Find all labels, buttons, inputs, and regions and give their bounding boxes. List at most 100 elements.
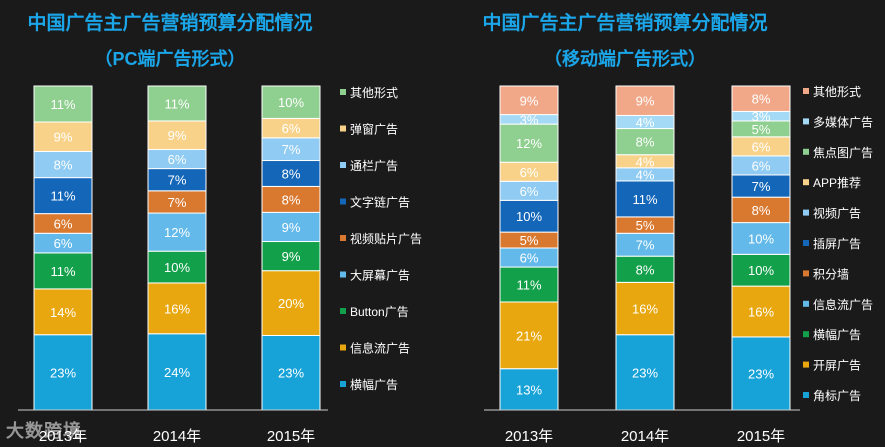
mobile-bar-segment xyxy=(615,85,675,116)
mobile-legend-swatch xyxy=(803,240,809,246)
mobile-bar-segment xyxy=(731,336,791,411)
mobile-data-label: 21% xyxy=(516,328,542,343)
mobile-bar-segment xyxy=(615,128,675,156)
pc-bar-segment xyxy=(261,270,321,336)
mobile-data-label: 6% xyxy=(752,139,771,154)
mobile-bar-segment xyxy=(731,222,791,255)
mobile-data-label: 6% xyxy=(752,158,771,173)
pc-bar-segment xyxy=(33,121,93,152)
pc-legend-label: 视频贴片广告 xyxy=(350,231,422,246)
pc-legend-swatch xyxy=(340,344,346,351)
pc-legend-swatch xyxy=(340,381,346,387)
mobile-data-label: 7% xyxy=(636,238,655,253)
mobile-data-label: 6% xyxy=(520,184,539,199)
mobile-legend-label: 焦点图广告 xyxy=(813,146,873,160)
pc-bar-segment xyxy=(147,250,207,284)
mobile-data-label: 23% xyxy=(632,365,658,380)
pc-legend-swatch xyxy=(340,308,346,314)
mobile-data-label: 10% xyxy=(516,209,542,224)
pc-legend-label: 大屏幕广告 xyxy=(350,269,410,283)
mobile-data-label: 8% xyxy=(636,135,655,150)
mobile-legend-label: APP推荐 xyxy=(813,176,861,190)
mobile-legend-label: 积分墙 xyxy=(813,267,849,281)
pc-data-label: 23% xyxy=(278,366,304,381)
pc-legend-label: 弹窗广告 xyxy=(350,123,398,137)
mobile-legend-label: 视频广告 xyxy=(813,206,861,221)
mobile-legend-label: 信息流广告 xyxy=(813,297,873,312)
mobile-data-label: 4% xyxy=(636,154,655,169)
mobile-bar-segment xyxy=(499,368,559,411)
mobile-bar-segment xyxy=(615,334,675,411)
mobile-bar-segment xyxy=(615,281,675,336)
pc-category-label: 2014年 xyxy=(153,428,201,445)
mobile-legend-swatch xyxy=(803,209,809,216)
mobile-legend-swatch xyxy=(803,118,809,125)
mobile-data-label: 6% xyxy=(520,165,539,180)
mobile-data-label: 4% xyxy=(636,115,655,130)
mobile-data-label: 9% xyxy=(636,94,655,109)
pc-bar-segment xyxy=(147,282,207,335)
mobile-chart-title: 中国广告主广告营销预算分配情况 （移动端广告形式） xyxy=(455,8,795,71)
mobile-chart-subtitle: （移动端广告形式） xyxy=(544,49,706,69)
pc-data-label: 24% xyxy=(164,365,190,380)
pc-legend-swatch xyxy=(340,125,346,132)
pc-bar-segment xyxy=(33,177,93,215)
mobile-legend-swatch xyxy=(803,392,809,398)
pc-data-label: 20% xyxy=(278,296,304,311)
pc-data-label: 8% xyxy=(282,166,301,181)
mobile-legend-label: 其他形式 xyxy=(813,85,861,99)
pc-data-label: 7% xyxy=(282,142,301,157)
pc-bar-segment xyxy=(33,288,93,336)
mobile-data-label: 10% xyxy=(748,231,774,246)
pc-data-label: 6% xyxy=(282,121,301,136)
mobile-data-label: 8% xyxy=(752,92,771,107)
pc-bar-segment xyxy=(33,252,93,290)
mobile-bar-segment xyxy=(499,199,559,233)
pc-data-label: 6% xyxy=(54,236,73,251)
mobile-data-label: 9% xyxy=(520,93,539,108)
mobile-data-label: 3% xyxy=(752,109,771,124)
pc-bar-segment xyxy=(261,185,321,213)
mobile-bar-segment xyxy=(499,123,559,163)
pc-category-label: 2015年 xyxy=(267,428,315,445)
mobile-legend-swatch xyxy=(803,331,809,338)
pc-data-label: 8% xyxy=(282,192,301,207)
mobile-data-label: 16% xyxy=(748,305,774,320)
mobile-data-label: 12% xyxy=(516,136,542,151)
mobile-legend-swatch xyxy=(803,148,809,155)
mobile-data-label: 5% xyxy=(636,218,655,233)
pc-legend-label: 通栏广告 xyxy=(350,158,398,173)
mobile-data-label: 7% xyxy=(752,179,771,194)
pc-bar-segment xyxy=(147,85,207,122)
pc-chart-title: 中国广告主广告营销预算分配情况 （PC端广告形式） xyxy=(0,8,340,71)
mobile-legend-swatch xyxy=(803,361,809,368)
pc-data-label: 11% xyxy=(50,97,75,112)
mobile-legend-label: 插屏广告 xyxy=(813,237,861,251)
mobile-data-label: 11% xyxy=(632,192,657,207)
pc-data-label: 9% xyxy=(54,130,73,145)
mobile-legend-label: 开屏广告 xyxy=(813,359,861,373)
mobile-legend-label: 多媒体广告 xyxy=(813,115,873,129)
pc-legend-swatch xyxy=(340,162,346,168)
pc-bar-segment xyxy=(147,120,207,151)
mobile-legend-swatch xyxy=(803,179,809,186)
mobile-category-label: 2015年 xyxy=(737,428,785,445)
pc-data-label: 23% xyxy=(50,365,76,380)
pc-data-label: 6% xyxy=(54,216,73,231)
pc-data-label: 12% xyxy=(164,225,190,240)
pc-bar-segment xyxy=(261,160,321,187)
mobile-legend-swatch xyxy=(803,88,809,94)
pc-bar-segment xyxy=(33,85,93,123)
mobile-chart-title-text: 中国广告主广告营销预算分配情况 xyxy=(482,13,768,34)
mobile-data-label: 8% xyxy=(636,262,655,277)
pc-data-label: 11% xyxy=(50,264,75,279)
pc-data-label: 7% xyxy=(168,195,187,210)
pc-data-label: 6% xyxy=(168,152,187,167)
pc-bar-segment xyxy=(147,333,207,411)
pc-bar-segment xyxy=(33,334,93,411)
pc-bar-segment xyxy=(33,150,93,179)
pc-data-label: 10% xyxy=(278,95,304,110)
mobile-data-label: 4% xyxy=(636,167,655,182)
pc-data-label: 9% xyxy=(282,220,301,235)
